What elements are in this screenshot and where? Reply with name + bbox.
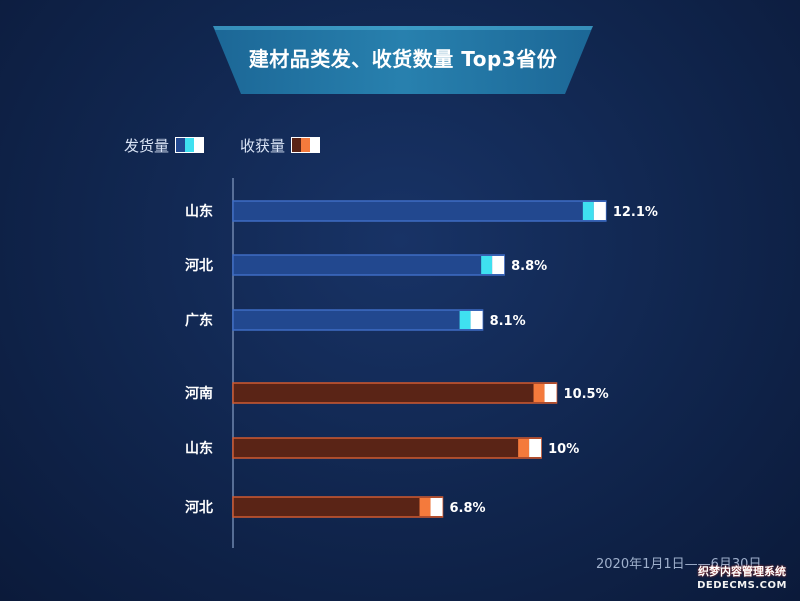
data-label-ship-0: 12.1% bbox=[613, 205, 658, 220]
data-label-receive-2: 6.8% bbox=[450, 501, 486, 516]
title-banner-shape bbox=[213, 26, 593, 94]
bar-accent-ship-1 bbox=[481, 256, 493, 274]
category-label-receive-0: 河南 bbox=[185, 385, 213, 402]
watermark-line2: DEDECMS.COM bbox=[697, 580, 787, 591]
bar-ship-1 bbox=[232, 254, 505, 276]
legend-receive-label: 收获量 bbox=[240, 136, 286, 155]
bar-accent-receive-2 bbox=[419, 498, 431, 516]
bar-accent-receive-1 bbox=[518, 439, 530, 457]
category-label-receive-1: 山东 bbox=[185, 440, 213, 457]
bar-receive-1 bbox=[232, 437, 542, 459]
bar-ship-2 bbox=[232, 309, 484, 331]
legend-receive-swatch bbox=[291, 137, 321, 153]
bar-accent-ship-0 bbox=[582, 202, 594, 220]
data-label-ship-2: 8.1% bbox=[490, 314, 526, 329]
bar-cap-receive-1 bbox=[529, 439, 542, 457]
bar-accent-ship-2 bbox=[459, 311, 471, 329]
legend-ship-swatch bbox=[175, 137, 205, 153]
category-label-ship-0: 山东 bbox=[185, 203, 213, 220]
bar-cap-ship-2 bbox=[470, 311, 483, 329]
chart-title: 建材品类发、收货数量 Top3省份 bbox=[248, 47, 558, 71]
bar-cap-receive-2 bbox=[430, 498, 443, 516]
category-label-receive-2: 河北 bbox=[185, 499, 213, 516]
data-label-receive-1: 10% bbox=[548, 442, 579, 457]
legend-ship: 发货量 bbox=[124, 135, 205, 155]
watermark-line1: 织梦内容管理系统 bbox=[698, 565, 786, 578]
title-banner: 建材品类发、收货数量 Top3省份 bbox=[213, 26, 593, 94]
date-range: 2020年1月1日——6月30日 bbox=[596, 557, 762, 572]
bar-ship-0 bbox=[232, 200, 607, 222]
bar-receive-0 bbox=[232, 382, 558, 404]
bar-receive-2 bbox=[232, 496, 444, 518]
bar-cap-ship-1 bbox=[492, 256, 505, 274]
data-label-receive-0: 10.5% bbox=[564, 387, 609, 402]
bar-accent-receive-0 bbox=[533, 384, 545, 402]
category-label-ship-2: 广东 bbox=[185, 312, 213, 329]
category-label-ship-1: 河北 bbox=[185, 257, 213, 274]
legend-ship-label: 发货量 bbox=[124, 136, 170, 155]
data-label-ship-1: 8.8% bbox=[511, 259, 547, 274]
legend-receive: 收获量 bbox=[240, 135, 321, 155]
watermark: 织梦内容管理系统 DEDECMS.COM bbox=[688, 565, 796, 593]
bar-cap-receive-0 bbox=[544, 384, 557, 402]
bar-cap-ship-0 bbox=[593, 202, 606, 220]
